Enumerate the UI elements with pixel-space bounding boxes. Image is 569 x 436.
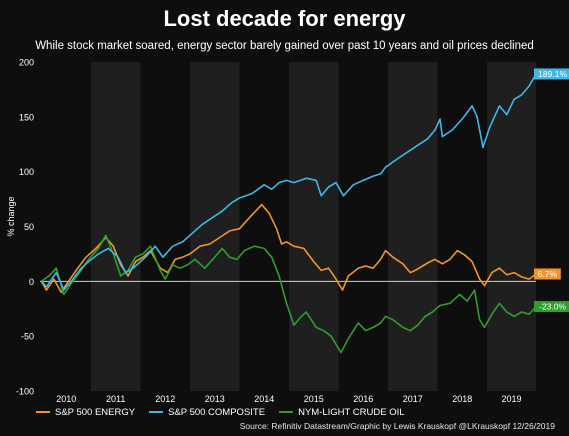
end-label-energy: 6.7%: [538, 269, 558, 279]
year-band-2015: [288, 62, 339, 391]
year-band-2017: [387, 62, 438, 391]
x-tick-label: 2017: [403, 394, 423, 404]
y-tick-label: 200: [19, 58, 34, 68]
x-tick-label: 2018: [452, 394, 472, 404]
end-label-composite: 189.1%: [538, 69, 567, 79]
legend-swatch: [279, 411, 294, 413]
y-tick-label: 0: [29, 277, 34, 287]
end-label-box-crude: [534, 301, 569, 313]
chart-subtitle: While stock market soared, energy sector…: [35, 40, 534, 52]
legend-swatch: [36, 411, 50, 413]
year-band-2011: [90, 62, 141, 391]
y-tick-label: 100: [19, 167, 34, 177]
source-credit: Source: Refinitiv Datastream/Graphic by …: [239, 421, 555, 431]
x-tick-label: 2010: [56, 394, 76, 404]
year-band-2019: [486, 62, 536, 391]
legend-item-energy: S&P 500 ENERGY: [36, 407, 135, 418]
x-tick-label: 2012: [155, 394, 175, 404]
legend: S&P 500 ENERGY S&P 500 COMPOSITE NYM-LIGHT…: [36, 405, 405, 419]
y-tick-label: 150: [19, 112, 34, 122]
year-band-2013: [189, 62, 240, 391]
x-tick-label: 2019: [501, 394, 521, 404]
series-line-composite: [40, 73, 537, 291]
legend-item-crude: NYM-LIGHT CRUDE OIL: [279, 406, 405, 418]
y-tick-label: -50: [21, 332, 34, 342]
end-label-crude: -23.0%: [539, 302, 566, 312]
x-tick-label: 2016: [353, 394, 373, 404]
end-label-box-energy: [534, 268, 561, 280]
legend-item-composite: S&P 500 COMPOSITE: [149, 407, 265, 418]
legend-label: S&P 500 COMPOSITE: [168, 406, 266, 418]
y-tick-label: 50: [24, 222, 34, 232]
y-tick-label: -100: [16, 387, 34, 397]
legend-label: S&P 500 ENERGY: [55, 406, 136, 418]
year-bands: [90, 62, 536, 391]
end-label-box-composite: [534, 68, 569, 80]
y-axis-label: % change: [6, 196, 16, 236]
legend-label: NYM-LIGHT CRUDE OIL: [298, 406, 405, 418]
x-tick-label: 2013: [205, 394, 225, 404]
x-axis-ticks: 2010 2011 2012 2013 2014 2015 2016 2017 2018 2019: [56, 394, 521, 404]
x-tick-label: 2015: [304, 394, 324, 404]
series-lines: [40, 73, 537, 354]
x-tick-label: 2011: [106, 394, 125, 404]
chart-title: Lost decade for energy: [163, 6, 406, 31]
legend-swatch: [149, 411, 164, 413]
x-tick-label: 2014: [254, 394, 274, 404]
y-axis-ticks: 200 150 100 50 0 -50 -100: [16, 58, 34, 397]
end-value-labels: 6.7% 189.1% -23.0%: [534, 68, 569, 313]
